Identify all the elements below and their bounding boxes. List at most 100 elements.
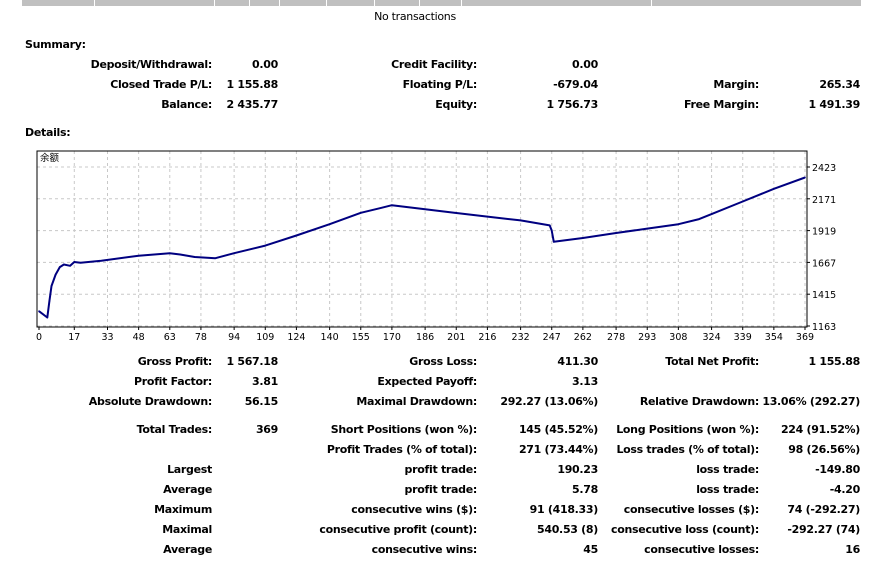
balance-chart: 0 17 33 48 63 78 94 109 124 140 155 170 186 201 216 232… — [36, 150, 836, 343]
stat-label: profit trade: — [404, 483, 478, 496]
data-point — [741, 200, 744, 203]
y-tick-label: 1667 — [812, 258, 836, 269]
stat-value: 13.06% (292.27) — [762, 395, 860, 408]
stat-label: Maximum — [154, 503, 212, 516]
stat-label: loss trade: — [696, 463, 759, 476]
stat-label: Average — [163, 543, 212, 556]
column-header[interactable] — [462, 0, 652, 6]
stat-value: 3.81 — [252, 375, 278, 388]
stat-label: Gross Profit: — [137, 355, 213, 368]
stat-value: 292.27 (13.06%) — [500, 395, 598, 408]
data-point — [46, 316, 49, 319]
stat-label: Total Trades: — [136, 423, 213, 436]
stat-value: 16 — [845, 543, 860, 556]
details-title: Details: — [25, 126, 71, 139]
stat-label: Balance: — [161, 98, 212, 111]
stat-value: -292.27 (74) — [787, 523, 860, 536]
data-point — [214, 257, 217, 260]
x-tick-label: 109 — [256, 332, 274, 343]
x-tick-label: 63 — [164, 332, 176, 343]
data-point — [359, 212, 362, 214]
column-header[interactable] — [280, 0, 327, 6]
stat-value: 540.53 (8) — [537, 523, 598, 536]
column-header[interactable] — [652, 0, 862, 6]
plot-frame — [36, 150, 808, 328]
stat-value: 1 491.39 — [808, 98, 860, 111]
stat-label: Maximal — [162, 523, 212, 536]
stat-label: Closed Trade P/L: — [110, 78, 212, 91]
stat-value: 1 155.88 — [808, 355, 860, 368]
data-point — [100, 259, 103, 262]
y-tick-label: 2423 — [812, 163, 836, 174]
stat-label: Profit Factor: — [134, 375, 212, 388]
stat-label: Floating P/L: — [402, 78, 478, 91]
stat-value: 0.00 — [572, 58, 598, 71]
stat-label: consecutive wins: — [371, 543, 478, 556]
x-tick-label: 170 — [383, 332, 401, 343]
data-point — [38, 310, 40, 313]
data-point — [804, 176, 806, 179]
no-transactions-text: No transactions — [374, 10, 456, 23]
stat-label: Margin: — [713, 78, 759, 91]
data-point — [548, 224, 551, 227]
data-point — [615, 232, 617, 234]
column-header[interactable] — [95, 0, 215, 6]
column-header[interactable] — [420, 0, 462, 6]
data-point — [486, 215, 489, 218]
column-header[interactable] — [215, 0, 250, 6]
x-tick-label: 201 — [447, 332, 465, 343]
column-header[interactable] — [327, 0, 375, 6]
column-header[interactable] — [375, 0, 420, 6]
x-tick-label: 262 — [574, 332, 592, 343]
x-tick-label: 155 — [352, 332, 370, 343]
x-tick-label: 48 — [133, 332, 145, 343]
x-tick-label: 278 — [607, 332, 625, 343]
x-tick-label: 354 — [765, 332, 783, 343]
x-tick-label: 232 — [512, 332, 530, 343]
stat-label: Maximal Drawdown: — [356, 395, 477, 408]
transactions-header — [22, 0, 862, 6]
stat-label: Average — [163, 483, 212, 496]
column-header[interactable] — [22, 0, 95, 6]
data-point — [550, 229, 553, 232]
data-point — [58, 266, 61, 268]
stat-label: consecutive losses ($): — [623, 503, 760, 516]
stat-value: -679.04 — [553, 78, 598, 91]
x-tick-label: 339 — [734, 332, 752, 343]
data-point — [391, 204, 393, 207]
data-point — [48, 300, 51, 302]
x-tick-label: 308 — [669, 332, 687, 343]
data-point — [698, 218, 700, 220]
stat-label: Deposit/Withdrawal: — [90, 58, 213, 71]
stat-value: 56.15 — [244, 395, 279, 408]
column-header[interactable] — [250, 0, 280, 6]
stat-value: 224 (91.52%) — [780, 423, 860, 436]
data-point — [193, 256, 196, 258]
data-point — [553, 241, 555, 243]
stat-value: 145 (45.52%) — [518, 423, 598, 436]
data-point — [54, 273, 57, 276]
stat-label: loss trade: — [696, 483, 759, 496]
x-tick-label: 124 — [287, 332, 305, 343]
stat-value: 190.23 — [557, 463, 598, 476]
data-point — [233, 252, 235, 254]
stat-value: -4.20 — [829, 483, 861, 496]
data-point — [73, 261, 76, 263]
data-point — [168, 252, 171, 254]
stat-label: Absolute Drawdown: — [88, 395, 213, 408]
stat-label: Relative Drawdown: — [639, 395, 759, 408]
stat-value: 369 — [255, 423, 278, 436]
stat-label: Loss trades (% of total): — [616, 443, 759, 456]
stat-value: 411.30 — [557, 355, 598, 368]
stat-label: Equity: — [435, 98, 477, 111]
stat-value: 1 567.18 — [226, 355, 278, 368]
stat-value: 98 (26.56%) — [788, 443, 860, 456]
stat-label: consecutive profit (count): — [319, 523, 477, 536]
data-point — [179, 253, 181, 256]
stat-value: 0.00 — [252, 58, 278, 71]
chart-title: 余额 — [40, 152, 60, 164]
plot-area — [37, 151, 807, 327]
stat-value: 271 (73.44%) — [518, 443, 598, 456]
x-tick-label: 78 — [195, 332, 207, 343]
data-point — [69, 265, 71, 267]
